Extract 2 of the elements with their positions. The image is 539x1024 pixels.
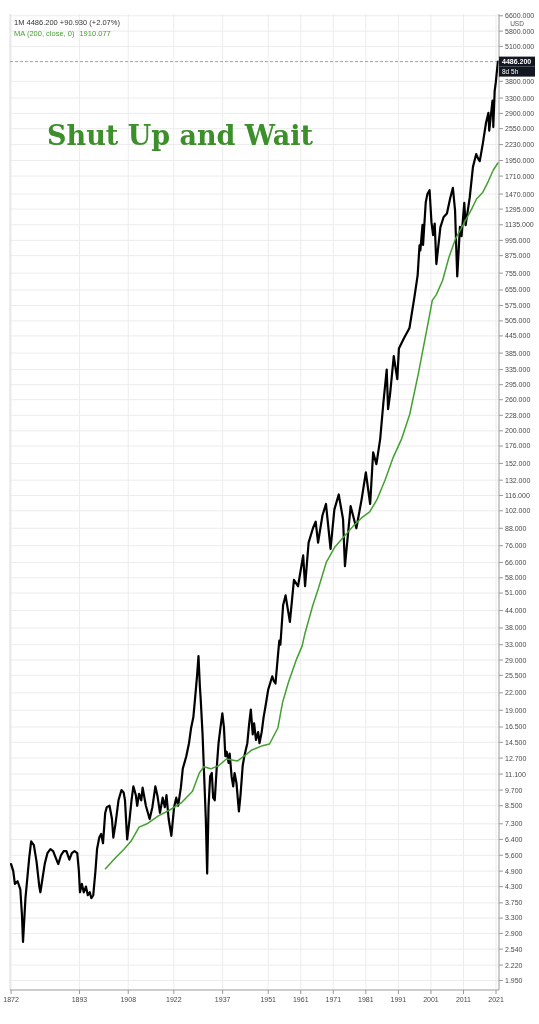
text: Shut Up and Wait	[47, 120, 314, 151]
line-series	[104, 162, 499, 870]
